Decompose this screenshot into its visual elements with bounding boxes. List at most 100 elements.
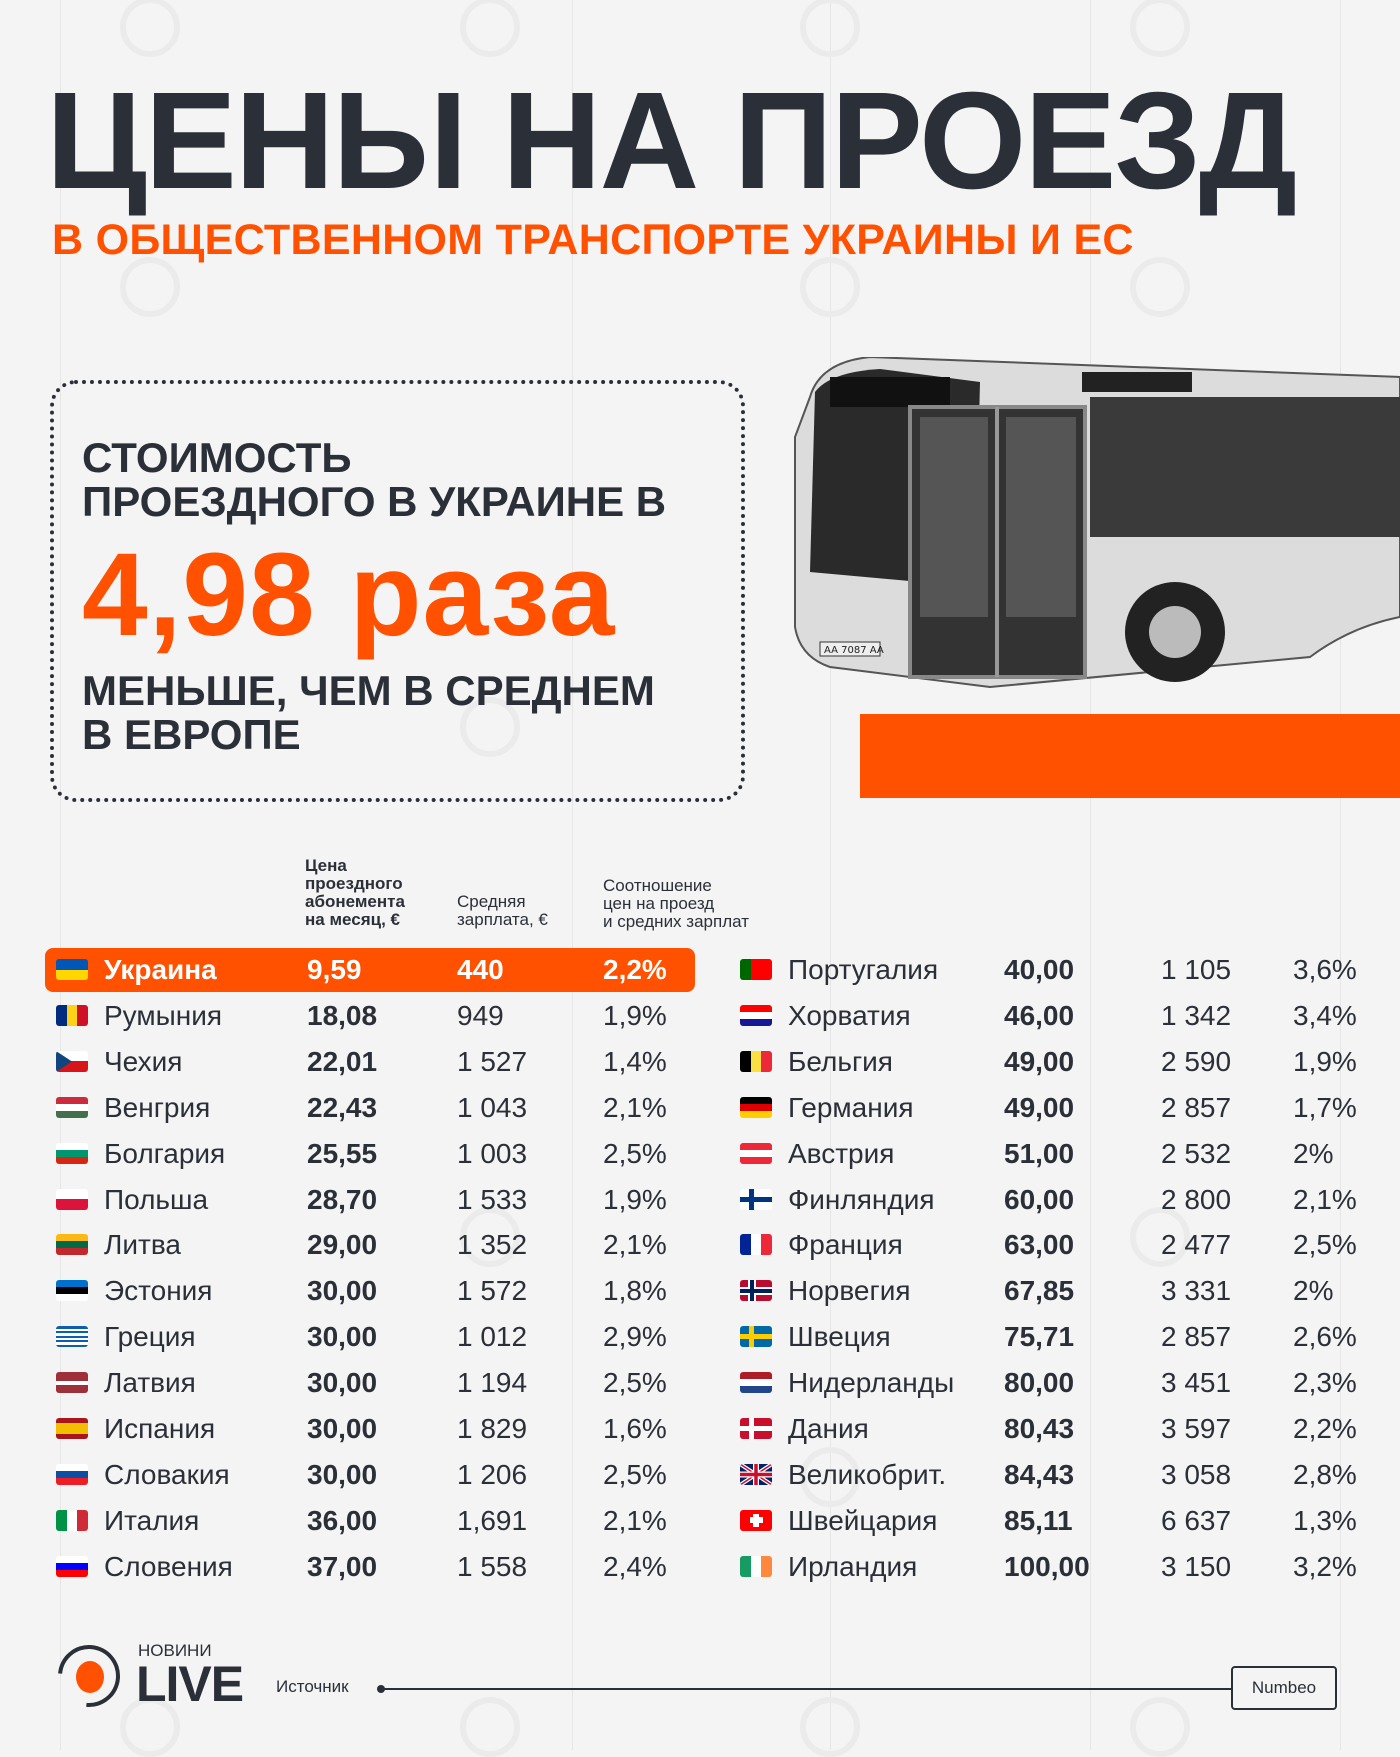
table-row: Швейцария 85,11 6 637 1,3% <box>730 1499 1390 1543</box>
source-label: Источник <box>276 1677 349 1696</box>
country-name: Польша <box>104 1183 209 1215</box>
salary-value: 949 <box>457 999 504 1031</box>
table-row-highlighted: Украина 9,59 440 2,2% <box>45 948 695 992</box>
header-line: Средняя <box>457 892 526 911</box>
ratio-value: 2,5% <box>603 1367 667 1399</box>
flag-icon <box>740 1463 772 1485</box>
grid-line <box>1340 0 1341 1750</box>
price-value: 84,43 <box>1004 1458 1075 1490</box>
flag-icon <box>56 1509 88 1531</box>
ratio-value: 1,3% <box>1293 1504 1357 1536</box>
salary-value: 2 532 <box>1161 1137 1232 1169</box>
country-name: Латвия <box>104 1367 196 1399</box>
country-name: Италия <box>104 1504 200 1536</box>
table-row: Словения 37,00 1 558 2,4% <box>45 1545 705 1589</box>
salary-value: 1 572 <box>457 1275 528 1307</box>
watermark <box>460 1690 540 1757</box>
header-line: абонемента <box>305 891 405 911</box>
ratio-value: 2,9% <box>603 1321 667 1353</box>
ratio-value: 2,5% <box>603 1458 667 1490</box>
grid-line <box>60 0 61 1750</box>
salary-value: 1 342 <box>1161 999 1232 1031</box>
salary-value: 1 194 <box>457 1367 528 1399</box>
price-value: 37,00 <box>307 1550 378 1582</box>
price-value: 22,43 <box>307 1091 378 1123</box>
ratio-value: 2% <box>1293 1137 1334 1169</box>
ratio-value: 1,7% <box>1293 1091 1357 1123</box>
flag-icon <box>740 1326 772 1348</box>
salary-value: 1 012 <box>457 1321 528 1353</box>
table-row: Болгария 25,55 1 003 2,5% <box>45 1132 705 1176</box>
salary-value: 1 533 <box>457 1183 528 1215</box>
country-name: Чехия <box>104 1045 183 1077</box>
ratio-value: 2,4% <box>603 1550 667 1582</box>
flag-icon <box>56 1372 88 1394</box>
watermark <box>1130 1690 1210 1757</box>
country-name: Испания <box>104 1413 216 1444</box>
logo-big-text: LIVE <box>136 1656 244 1712</box>
ratio-value: 1,9% <box>603 1183 667 1215</box>
page-title: ЦЕНЫ НА ПРОЕЗД <box>46 64 1297 218</box>
watermark <box>460 1200 540 1268</box>
salary-value: 2 477 <box>1161 1229 1232 1261</box>
ratio-value: 1,6% <box>603 1413 667 1444</box>
flag-icon <box>740 1188 772 1210</box>
salary-value: 2 590 <box>1161 1045 1232 1077</box>
salary-value: 3 058 <box>1161 1458 1232 1490</box>
header-line: зарплата, € <box>457 909 548 929</box>
flag-icon <box>740 1142 772 1164</box>
salary-value: 2 800 <box>1161 1183 1232 1215</box>
ratio-value: 1,9% <box>603 999 667 1031</box>
salary-value: 3 331 <box>1161 1275 1232 1307</box>
table-row: Великобрит. 84,43 3 058 2,8% <box>730 1453 1390 1497</box>
watermark <box>1130 1200 1210 1268</box>
table-row: Португалия 40,00 1 105 3,6% <box>730 948 1390 992</box>
callout-line: В ЕВРОПЕ <box>82 711 301 759</box>
table-row: Польша 28,70 1 533 1,9% <box>45 1178 705 1222</box>
logo-dot-icon <box>76 1661 104 1693</box>
price-value: 25,55 <box>307 1137 378 1169</box>
header-salary: Средняя зарплата, € <box>457 893 548 929</box>
table-row: Хорватия 46,00 1 342 3,4% <box>730 994 1390 1038</box>
salary-value: 1 352 <box>457 1229 528 1261</box>
price-value: 30,00 <box>307 1458 378 1490</box>
flag-icon <box>740 1234 772 1256</box>
country-name: Болгария <box>104 1137 226 1169</box>
ratio-value: 1,9% <box>1293 1045 1357 1077</box>
ratio-value: 2,5% <box>603 1137 667 1169</box>
flag-icon <box>740 1555 772 1577</box>
country-name: Словения <box>104 1550 233 1582</box>
flag-icon <box>56 959 88 980</box>
salary-value: 3 597 <box>1161 1413 1232 1444</box>
price-value: 40,00 <box>1004 954 1075 985</box>
watermark <box>1130 250 1210 318</box>
table-row: Чехия 22,01 1 527 1,4% <box>45 1040 705 1084</box>
price-value: 30,00 <box>307 1275 378 1307</box>
novyny-live-logo: НОВИНИ LIVE <box>45 1632 258 1720</box>
header-line: и средних зарплат <box>603 911 749 931</box>
callout-value: 4,98 раза <box>82 529 616 661</box>
watermark <box>460 690 540 758</box>
flag-icon <box>56 1463 88 1485</box>
callout-line: СТОИМОСТЬ <box>82 434 352 481</box>
header-line: Соотношение <box>603 876 712 895</box>
salary-value: 1 558 <box>457 1550 528 1582</box>
flag-icon <box>740 1004 772 1026</box>
country-name: Румыния <box>104 999 223 1031</box>
ratio-value: 2,1% <box>603 1229 667 1261</box>
flag-icon <box>56 1555 88 1577</box>
salary-value: 2 857 <box>1161 1321 1232 1353</box>
ratio-value: 2,1% <box>1293 1183 1357 1215</box>
flag-icon <box>56 1004 88 1026</box>
salary-value: 1,691 <box>457 1504 528 1536</box>
price-value: 18,08 <box>307 999 378 1031</box>
table-row: Испания 30,00 1 829 1,6% <box>45 1407 705 1451</box>
orange-accent-block <box>860 714 1400 798</box>
grid-line <box>830 0 831 1750</box>
table-row: Литва 29,00 1 352 2,1% <box>45 1223 705 1267</box>
salary-value: 3 150 <box>1161 1550 1232 1582</box>
ratio-value: 2% <box>1293 1275 1334 1307</box>
salary-value: 2 857 <box>1161 1091 1232 1123</box>
salary-value: 6 637 <box>1161 1504 1232 1536</box>
flag-icon <box>740 1372 772 1394</box>
